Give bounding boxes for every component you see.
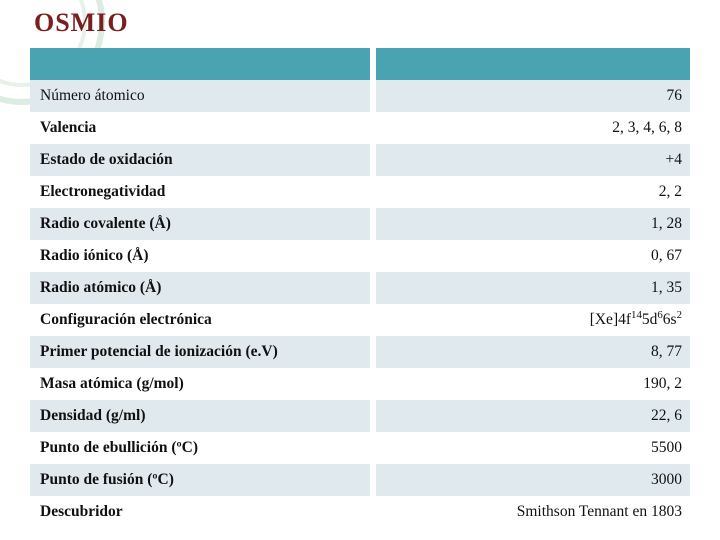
value-cell: 1, 35 (373, 272, 690, 304)
property-cell: Densidad (g/ml) (30, 400, 373, 432)
value-cell: 190, 2 (373, 368, 690, 400)
table-row: Primer potencial de ionización (e.V)8, 7… (30, 336, 690, 368)
properties-table-container: Número átomico76Valencia2, 3, 4, 6, 8Est… (30, 48, 690, 528)
table-row: Número átomico76 (30, 80, 690, 112)
page-title: OSMIO (34, 8, 129, 38)
property-cell: Descubridor (30, 496, 373, 528)
value-cell: [Xe]4f145d66s2 (373, 304, 690, 336)
table-row: Masa atómica (g/mol)190, 2 (30, 368, 690, 400)
value-cell: 1, 28 (373, 208, 690, 240)
table-row: Punto de fusión (ºC)3000 (30, 464, 690, 496)
property-cell: Punto de ebullición (ºC) (30, 432, 373, 464)
table-row: Electronegatividad2, 2 (30, 176, 690, 208)
value-cell: 3000 (373, 464, 690, 496)
property-cell: Configuración electrónica (30, 304, 373, 336)
table-row: Estado de oxidación+4 (30, 144, 690, 176)
value-cell: 8, 77 (373, 336, 690, 368)
property-cell: Electronegatividad (30, 176, 373, 208)
property-cell: Radio iónico (Å) (30, 240, 373, 272)
property-cell: Punto de fusión (ºC) (30, 464, 373, 496)
value-cell: 76 (373, 80, 690, 112)
property-cell: Masa atómica (g/mol) (30, 368, 373, 400)
table-row: Configuración electrónica[Xe]4f145d66s2 (30, 304, 690, 336)
value-cell: 22, 6 (373, 400, 690, 432)
table-row: Radio iónico (Å)0, 67 (30, 240, 690, 272)
property-cell: Radio covalente (Å) (30, 208, 373, 240)
value-cell: 0, 67 (373, 240, 690, 272)
table-row: Radio atómico (Å)1, 35 (30, 272, 690, 304)
value-cell: Smithson Tennant en 1803 (373, 496, 690, 528)
value-cell: +4 (373, 144, 690, 176)
properties-table: Número átomico76Valencia2, 3, 4, 6, 8Est… (30, 48, 690, 528)
value-cell: 2, 3, 4, 6, 8 (373, 112, 690, 144)
table-row: Radio covalente (Å)1, 28 (30, 208, 690, 240)
property-cell: Número átomico (30, 80, 373, 112)
table-row: DescubridorSmithson Tennant en 1803 (30, 496, 690, 528)
property-cell: Primer potencial de ionización (e.V) (30, 336, 373, 368)
property-cell: Estado de oxidación (30, 144, 373, 176)
property-cell: Radio atómico (Å) (30, 272, 373, 304)
table-row: Valencia2, 3, 4, 6, 8 (30, 112, 690, 144)
table-row: Densidad (g/ml)22, 6 (30, 400, 690, 432)
value-cell: 5500 (373, 432, 690, 464)
table-row: Punto de ebullición (ºC)5500 (30, 432, 690, 464)
value-cell: 2, 2 (373, 176, 690, 208)
property-cell: Valencia (30, 112, 373, 144)
